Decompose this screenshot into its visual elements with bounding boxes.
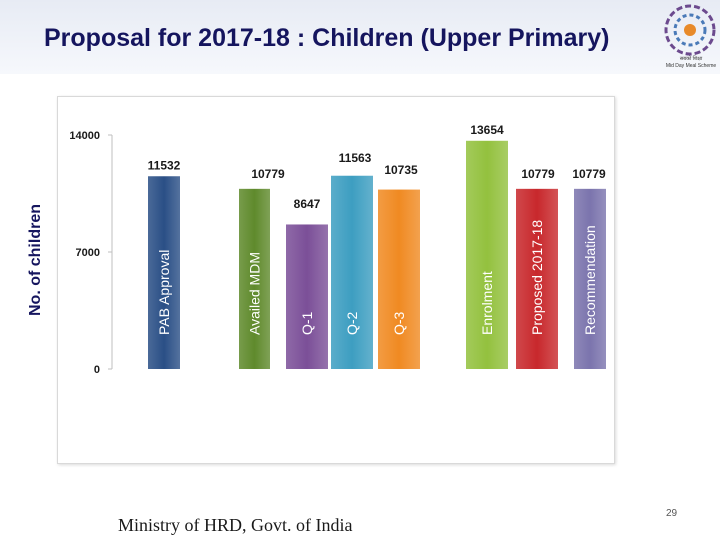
data-label: 10779 xyxy=(251,167,285,181)
data-label: 13654 xyxy=(470,123,504,137)
bar-5 xyxy=(466,140,508,369)
bar-3 xyxy=(331,175,373,369)
footer-text: Ministry of HRD, Govt. of India xyxy=(118,515,353,535)
category-label: Q-3 xyxy=(391,311,407,335)
bar-0 xyxy=(148,176,180,369)
y-tick-label: 7000 xyxy=(76,247,100,259)
category-label: Enrolment xyxy=(479,271,495,335)
category-label: Proposed 2017-18 xyxy=(529,220,545,335)
category-label: Recommendation xyxy=(582,225,598,335)
y-tick-label: 14000 xyxy=(69,130,100,142)
y-tick-label: 0 xyxy=(94,364,100,376)
data-label: 8647 xyxy=(294,197,321,211)
data-label: 11563 xyxy=(339,151,372,165)
logo-caption-english: Mid Day Meal Scheme xyxy=(665,63,717,69)
data-label: 10779 xyxy=(572,167,606,181)
data-label: 11532 xyxy=(148,158,181,172)
logo-caption-hindi: सबको शिक्षा xyxy=(679,56,703,62)
category-label: Q-2 xyxy=(344,311,360,335)
bar-4 xyxy=(378,189,420,369)
category-label: Q-1 xyxy=(299,311,315,335)
title-band xyxy=(0,0,720,74)
slide-title: Proposal for 2017-18 : Children (Upper P… xyxy=(44,24,610,52)
bar-2 xyxy=(286,224,328,369)
category-label: PAB Approval xyxy=(156,250,172,335)
bar-1 xyxy=(239,188,270,369)
category-label: Availed MDM xyxy=(247,252,263,335)
page-number: 29 xyxy=(666,508,678,519)
mid-day-meal-logo-icon xyxy=(664,4,716,56)
bar-6 xyxy=(516,188,558,369)
data-label: 10735 xyxy=(384,163,418,177)
data-label: 10779 xyxy=(521,167,555,181)
bar-7 xyxy=(574,188,606,369)
